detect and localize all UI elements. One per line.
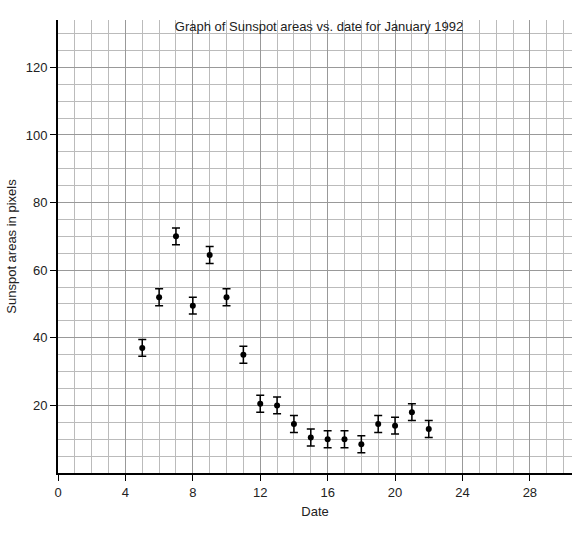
svg-text:12: 12 [253,485,267,500]
svg-text:40: 40 [33,330,47,345]
svg-text:20: 20 [388,485,402,500]
svg-text:100: 100 [26,127,48,142]
svg-text:8: 8 [189,485,196,500]
svg-text:60: 60 [33,263,47,278]
svg-text:0: 0 [54,485,61,500]
svg-text:16: 16 [320,485,334,500]
svg-text:80: 80 [33,195,47,210]
svg-text:120: 120 [26,60,48,75]
svg-text:20: 20 [33,398,47,413]
svg-text:24: 24 [455,485,469,500]
svg-text:Sunspot areas in pixels: Sunspot areas in pixels [4,179,19,314]
svg-text:Date: Date [301,504,328,519]
svg-text:Graph of Sunspot areas vs. dat: Graph of Sunspot areas vs. date for Janu… [175,19,463,34]
svg-text:28: 28 [523,485,537,500]
svg-text:4: 4 [122,485,129,500]
